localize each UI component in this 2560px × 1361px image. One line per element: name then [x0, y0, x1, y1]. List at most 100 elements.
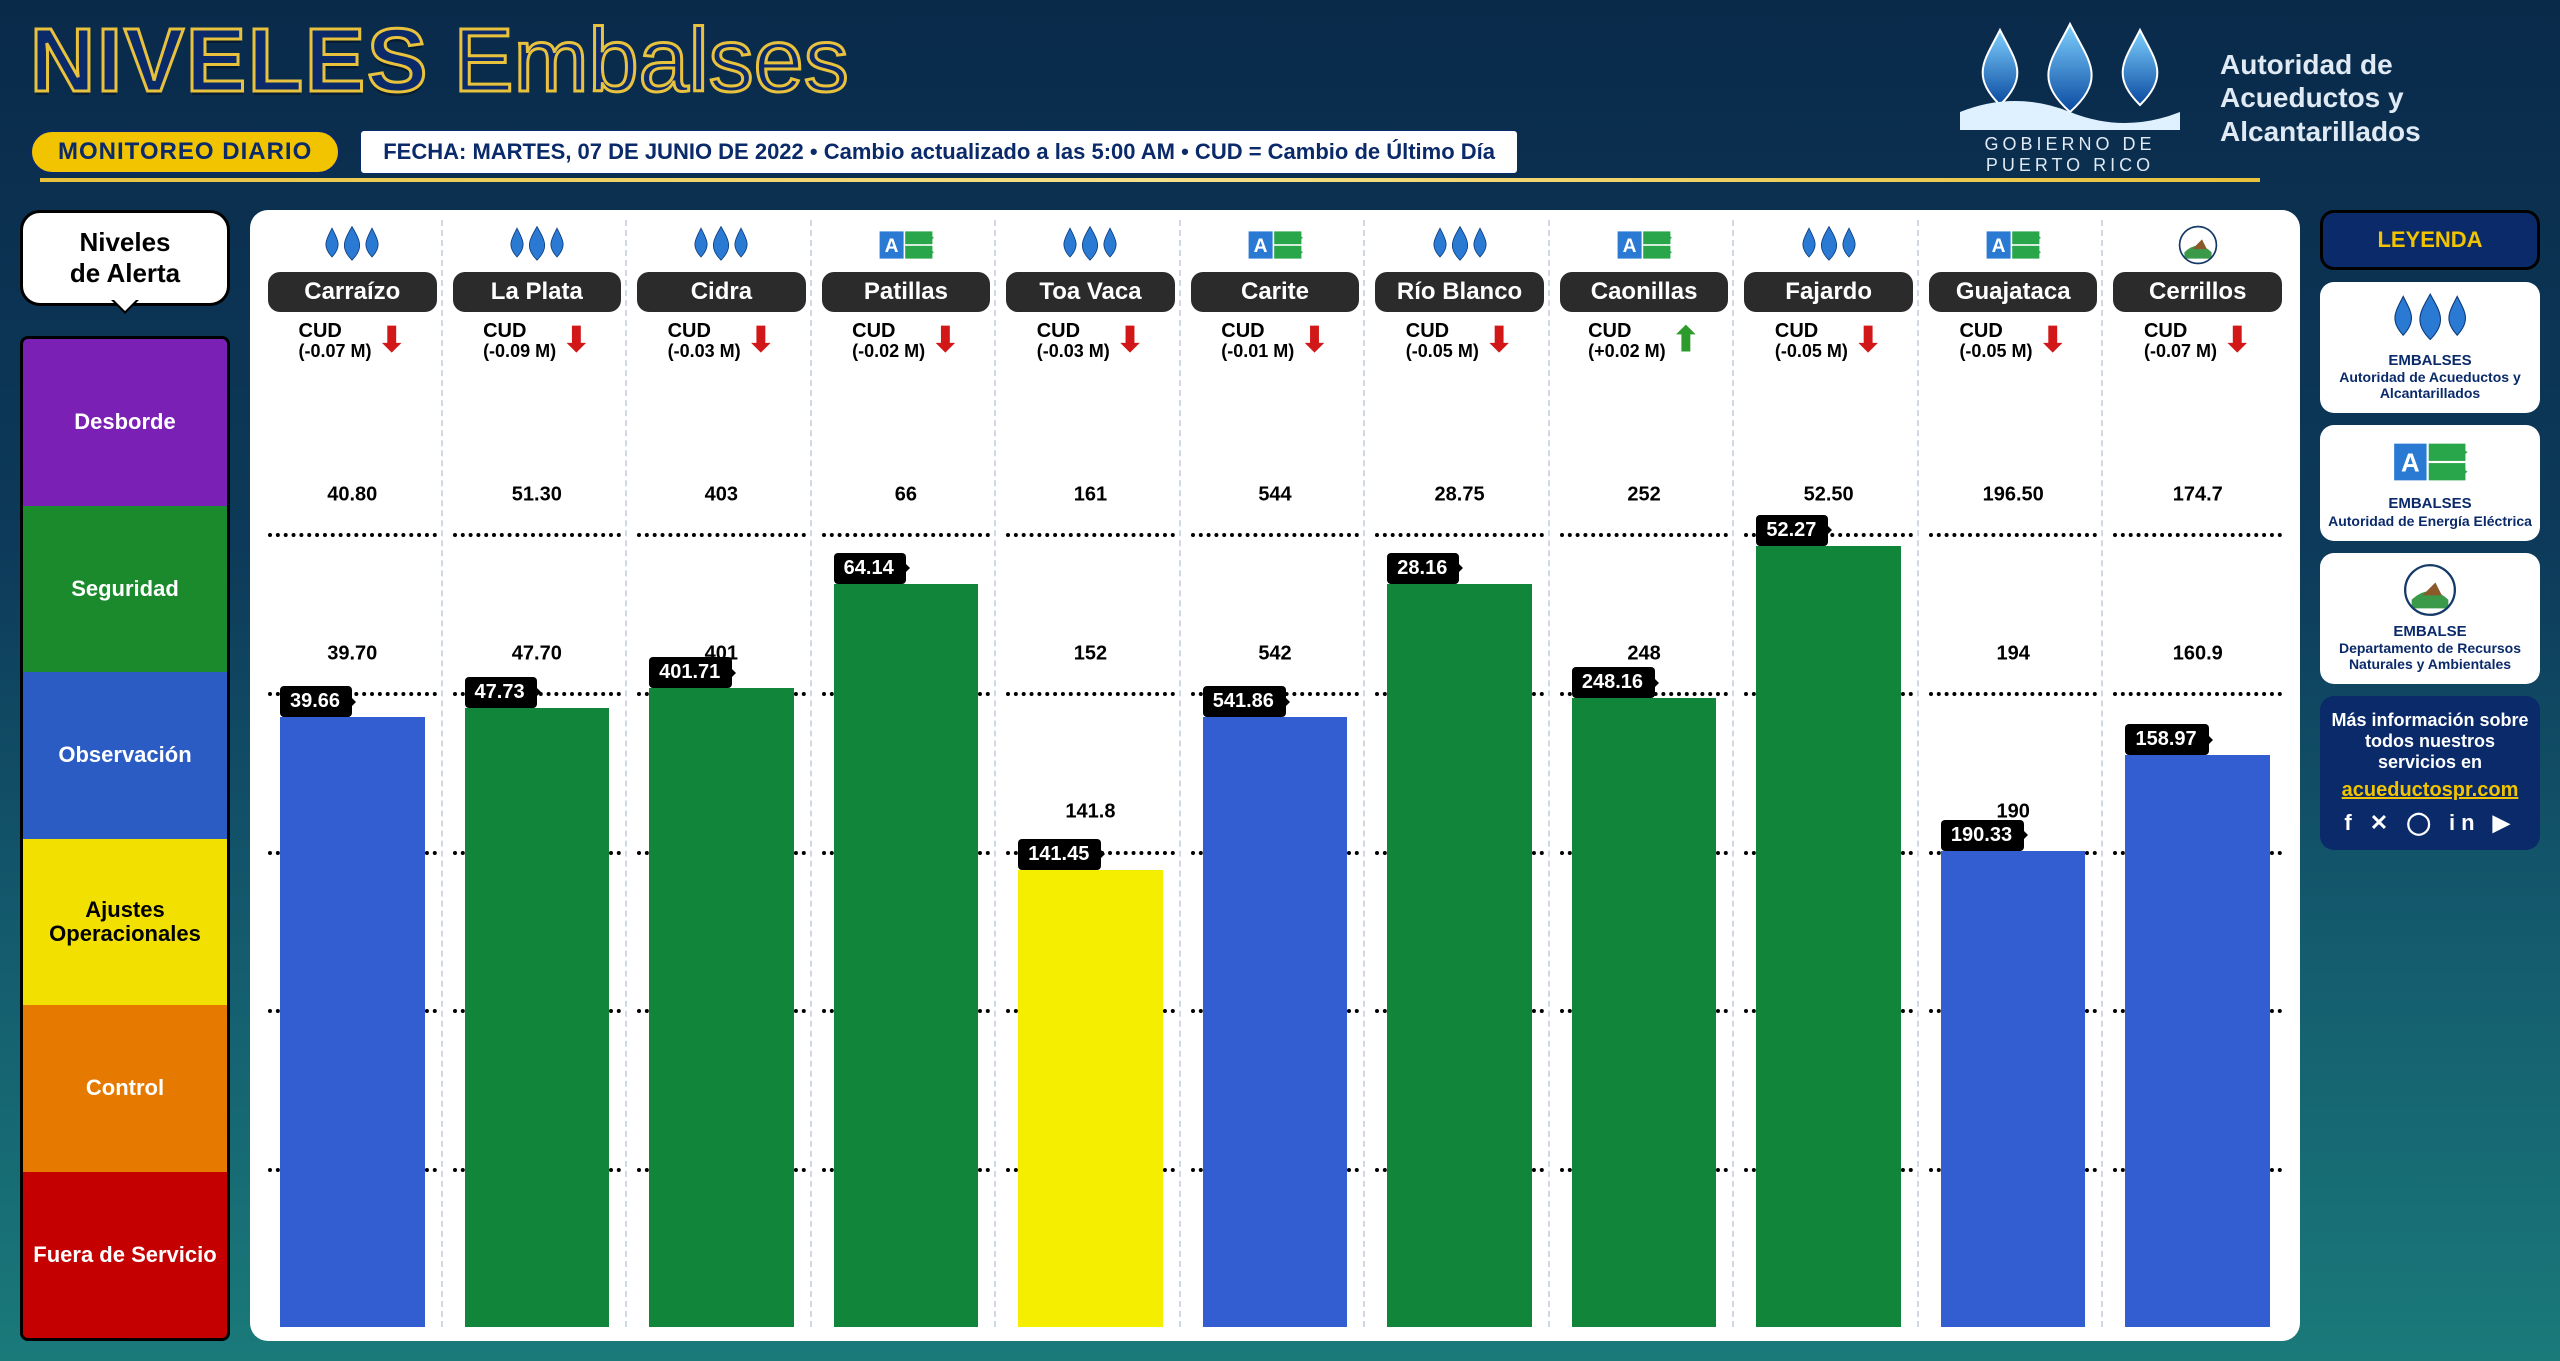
legend-card-drna: EMBALSE Departamento de Recursos Natural… — [2320, 553, 2540, 684]
bar-area: 196.50194190186184190.33 — [1933, 374, 2094, 1327]
legend-cards: EMBALSES Autoridad de Acueductos y Alcan… — [2320, 282, 2540, 684]
trend-arrow-icon: ⬇ — [1300, 327, 1329, 354]
legend-title: LEYENDA — [2320, 210, 2540, 270]
tick-label: 542 — [1195, 642, 1356, 665]
level-fill — [1203, 717, 1348, 1327]
info-card: Más información sobre todos nuestros ser… — [2320, 696, 2540, 850]
tick-line — [1191, 533, 1360, 537]
cud-row: CUD(-0.07 M) ⬇ — [2113, 316, 2282, 374]
owner-icon: A — [1560, 220, 1729, 270]
tick-label: 196.50 — [1933, 483, 2094, 506]
level-fill — [834, 584, 979, 1327]
agency-name: Autoridad de Acueductos y Alcantarillado… — [2220, 48, 2500, 149]
title-block: NIVELES Embalses — [30, 10, 849, 113]
owner-icon: A — [822, 220, 991, 270]
level-fill — [1756, 546, 1901, 1327]
reservoir-name: Río Blanco — [1375, 272, 1544, 312]
reservoir-name: Patillas — [822, 272, 991, 312]
bar-area: 6662.1858.825753.3464.14 — [826, 374, 987, 1327]
bar-area: 28.7526.5024.2522.502028.16 — [1379, 374, 1540, 1327]
reservoir-col-caonillas: A CaonillasCUD(+0.02 M) ⬆252248244242235… — [1556, 220, 1735, 1327]
cud-row: CUD(+0.02 M) ⬆ — [1560, 316, 1729, 374]
owner-icon — [453, 220, 622, 270]
trend-arrow-icon: ⬇ — [1116, 327, 1145, 354]
cud-row: CUD(-0.05 M) ⬇ — [1744, 316, 1913, 374]
bar-area: 52.5048.3044.5040.503652.27 — [1748, 374, 1909, 1327]
trend-arrow-icon: ⬇ — [1485, 327, 1514, 354]
drops-logo-icon: GOBIERNO DE PUERTO RICO — [1940, 20, 2200, 176]
svg-text:A: A — [1623, 236, 1637, 257]
tick-line — [1006, 692, 1175, 696]
reservoir-chart-panel: CarraízoCUD(-0.07 M) ⬇40.8039.7038.5037.… — [250, 210, 2300, 1341]
title-underline — [40, 178, 2260, 182]
tick-label: 39.70 — [272, 642, 433, 665]
level-fill — [2125, 755, 2270, 1327]
reservoir-name: Carraízo — [268, 272, 437, 312]
reservoir-col-toa-vaca: Toa VacaCUD(-0.03 M) ⬇161152141.8132.612… — [1002, 220, 1181, 1327]
level-fill — [280, 717, 425, 1327]
reservoir-col-fajardo: FajardoCUD(-0.05 M) ⬇52.5048.3044.5040.5… — [1740, 220, 1919, 1327]
tick-label: 160.9 — [2117, 642, 2278, 665]
alert-levels-column: Niveles de Alerta DesbordeSeguridadObser… — [20, 210, 230, 1341]
reservoir-name: La Plata — [453, 272, 622, 312]
svg-text:A: A — [2401, 450, 2420, 478]
bar-area: 252248244242235248.16 — [1564, 374, 1725, 1327]
tick-line — [2113, 533, 2282, 537]
owner-icon — [1744, 220, 1913, 270]
reservoir-col-carraízo: CarraízoCUD(-0.07 M) ⬇40.8039.7038.5037.… — [264, 220, 443, 1327]
reservoir-col-patillas: A PatillasCUD(-0.02 M) ⬇6662.1858.825753… — [818, 220, 997, 1327]
alert-level-control: Control — [23, 1005, 227, 1172]
tick-label: 161 — [1010, 483, 1171, 506]
level-fill — [649, 688, 794, 1327]
info-text: Más información sobre todos nuestros ser… — [2330, 710, 2530, 773]
social-icons[interactable]: f ✕ ◯ in ▶ — [2330, 810, 2530, 836]
tick-line — [822, 533, 991, 537]
reservoir-col-cidra: CidraCUD(-0.03 M) ⬇403401400.23398.37395… — [633, 220, 812, 1327]
bar-area: 403401400.23398.37395.5401.71 — [641, 374, 802, 1327]
svg-text:A: A — [885, 236, 899, 257]
tick-label: 248 — [1564, 642, 1725, 665]
tick-label: 174.7 — [2117, 483, 2278, 506]
tick-line — [268, 533, 437, 537]
level-fill — [1941, 851, 2086, 1328]
owner-icon — [268, 220, 437, 270]
owner-icon — [1006, 220, 1175, 270]
tick-label: 194 — [1933, 642, 2094, 665]
tick-label: 152 — [1010, 642, 1171, 665]
svg-text:A: A — [1254, 236, 1268, 257]
owner-icon — [637, 220, 806, 270]
bar-area: 174.7160.9152.4144.8137.5158.97 — [2117, 374, 2278, 1327]
alert-badge-line-1: Niveles — [31, 227, 219, 258]
level-fill — [465, 708, 610, 1327]
tick-line — [453, 533, 622, 537]
reservoir-col-la-plata: La PlataCUD(-0.09 M) ⬇51.3047.7044.90343… — [449, 220, 628, 1327]
cud-row: CUD(-0.05 M) ⬇ — [1375, 316, 1544, 374]
header: NIVELES Embalses MONITOREO DIARIO FECHA:… — [0, 0, 2560, 200]
owner-icon: A — [1929, 220, 2098, 270]
trend-arrow-icon: ⬇ — [931, 327, 960, 354]
tick-label: 544 — [1195, 483, 1356, 506]
info-link[interactable]: acueductospr.com — [2330, 779, 2530, 802]
tick-label: 403 — [641, 483, 802, 506]
reservoir-col-carite: A CariteCUD(-0.01 M) ⬇544542539537533541… — [1187, 220, 1366, 1327]
cud-row: CUD(-0.03 M) ⬇ — [637, 316, 806, 374]
reservoir-name: Carite — [1191, 272, 1360, 312]
tick-label: 66 — [826, 483, 987, 506]
reservoir-name: Toa Vaca — [1006, 272, 1175, 312]
owner-icon — [1375, 220, 1544, 270]
gov-line: GOBIERNO DE PUERTO RICO — [1940, 134, 2200, 176]
agency-logo-block: GOBIERNO DE PUERTO RICO Autoridad de Acu… — [1940, 20, 2520, 176]
tick-label: 252 — [1564, 483, 1725, 506]
level-fill — [1387, 584, 1532, 1327]
reservoir-name: Fajardo — [1744, 272, 1913, 312]
owner-icon — [2113, 220, 2282, 270]
title-word-2: Embalses — [454, 10, 849, 113]
trend-arrow-icon: ⬇ — [378, 327, 407, 354]
date-bar: FECHA: MARTES, 07 DE JUNIO DE 2022 • Cam… — [360, 130, 1518, 174]
tick-line — [637, 533, 806, 537]
tick-label: 28.75 — [1379, 483, 1540, 506]
trend-arrow-icon: ⬆ — [1672, 327, 1701, 354]
trend-arrow-icon: ⬇ — [562, 327, 591, 354]
reservoir-name: Cerrillos — [2113, 272, 2282, 312]
alert-level-fuera-de-servicio: Fuera de Servicio — [23, 1172, 227, 1339]
